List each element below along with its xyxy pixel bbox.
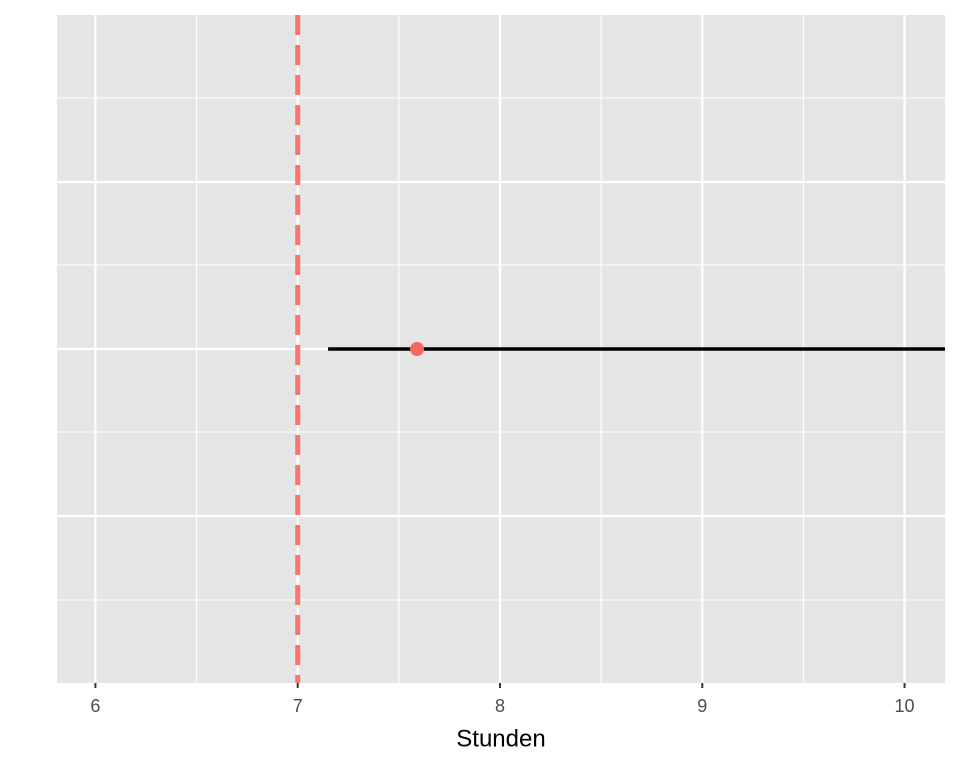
x-tick-label: 6 (90, 696, 100, 716)
x-tick-label: 9 (697, 696, 707, 716)
x-tick-label: 10 (895, 696, 915, 716)
x-tick-label: 7 (293, 696, 303, 716)
x-tick-label: 8 (495, 696, 505, 716)
marks (295, 15, 945, 683)
x-axis-title: Stunden (456, 725, 545, 752)
estimate-point (410, 342, 425, 356)
